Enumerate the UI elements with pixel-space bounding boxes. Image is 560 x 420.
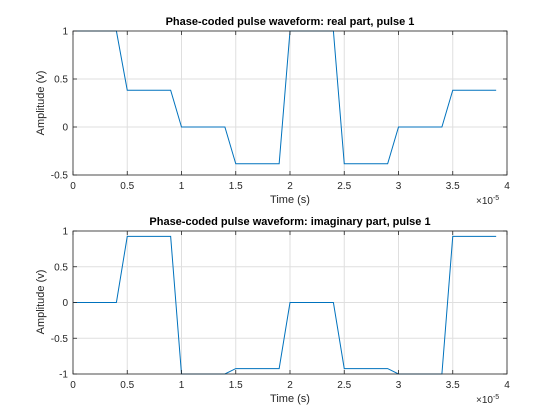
- imaginary-part-x-axis-label: Time (s): [270, 393, 310, 405]
- imaginary-part-axes: Phase-coded pulse waveform: imaginary pa…: [35, 216, 510, 406]
- real-part-y-tick-label: 0.5: [54, 75, 68, 86]
- real-part-x-exponent-power: -5: [493, 195, 499, 202]
- real-part-title: Phase-coded pulse waveform: real part, p…: [166, 16, 415, 28]
- real-part-x-tick-label: 3: [396, 181, 402, 192]
- imaginary-part-x-tick-label: 1: [179, 380, 185, 391]
- imaginary-part-y-tick-label: 0: [62, 298, 68, 309]
- imaginary-part-x-tick-label: 0.5: [120, 380, 134, 391]
- imaginary-part-x-tick-label: 0: [70, 380, 76, 391]
- imaginary-part-y-axis-label: Amplitude (v): [35, 270, 47, 335]
- real-part-y-tick-label: 0: [62, 123, 68, 134]
- real-part-x-axis-label: Time (s): [270, 194, 310, 206]
- real-part-x-exponent: ×10-5: [476, 195, 499, 207]
- imaginary-part-x-exponent-power: -5: [493, 394, 499, 401]
- imaginary-part-x-tick-label: 2: [287, 380, 293, 391]
- real-part-x-exponent-base: ×10: [476, 196, 493, 207]
- imaginary-part-x-tick-label: 3: [396, 380, 402, 391]
- imaginary-part-x-tick-label: 4: [504, 380, 510, 391]
- imaginary-part-x-tick-label: 1.5: [229, 380, 243, 391]
- imaginary-part-x-tick-label: 2.5: [337, 380, 351, 391]
- real-part-x-tick-label: 1: [179, 181, 185, 192]
- imaginary-part-y-tick-label: 1: [62, 227, 68, 238]
- real-part-y-tick-label: -0.5: [51, 171, 69, 182]
- imaginary-part-y-tick-label: 0.5: [54, 262, 68, 273]
- real-part-x-tick-label: 0.5: [120, 181, 134, 192]
- imaginary-part-y-tick-label: -1: [59, 370, 68, 381]
- imaginary-part-title: Phase-coded pulse waveform: imaginary pa…: [149, 216, 430, 228]
- real-part-x-tick-label: 1.5: [229, 181, 243, 192]
- imaginary-part-x-exponent: ×10-5: [476, 394, 499, 406]
- imaginary-part-y-tick-label: -0.5: [51, 334, 69, 345]
- real-part-y-tick-label: 1: [62, 27, 68, 38]
- real-part-y-axis-label: Amplitude (v): [35, 71, 47, 136]
- real-part-x-tick-label: 2.5: [337, 181, 351, 192]
- real-part-axes: Phase-coded pulse waveform: real part, p…: [35, 16, 510, 207]
- imaginary-part-x-exponent-base: ×10: [476, 395, 493, 406]
- real-part-x-tick-label: 2: [287, 181, 293, 192]
- real-part-x-tick-label: 4: [504, 181, 510, 192]
- real-part-x-tick-label: 0: [70, 181, 76, 192]
- real-part-waveform-line: [73, 30, 497, 165]
- imaginary-part-x-tick-label: 3.5: [446, 380, 460, 391]
- real-part-x-tick-label: 3.5: [446, 181, 460, 192]
